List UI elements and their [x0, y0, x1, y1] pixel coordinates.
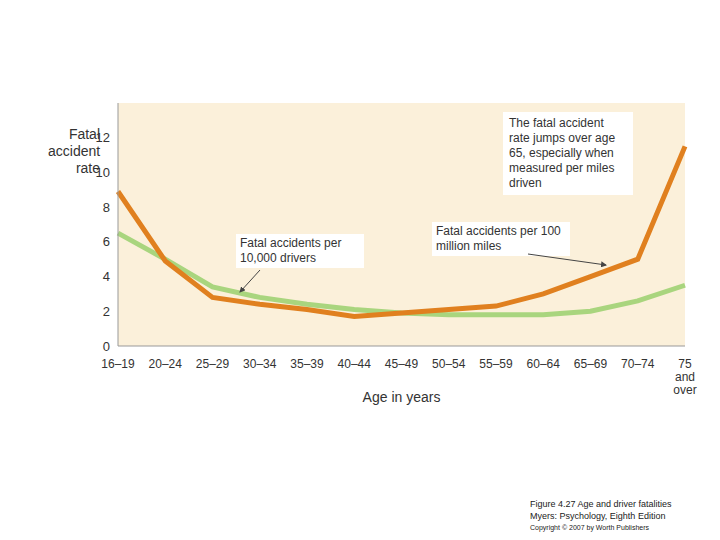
svg-text:65–69: 65–69	[574, 357, 608, 371]
svg-text:25–29: 25–29	[196, 357, 230, 371]
svg-text:4: 4	[103, 269, 110, 284]
svg-text:45–49: 45–49	[385, 357, 419, 371]
svg-text:55–59: 55–59	[479, 357, 513, 371]
svg-text:40–44: 40–44	[338, 357, 372, 371]
svg-text:2: 2	[103, 304, 110, 319]
svg-text:8: 8	[103, 200, 110, 215]
svg-text:30–34: 30–34	[243, 357, 277, 371]
svg-text:16–19: 16–19	[101, 357, 135, 371]
svg-text:20–24: 20–24	[149, 357, 183, 371]
svg-text:70–74: 70–74	[621, 357, 655, 371]
svg-text:6: 6	[103, 234, 110, 249]
svg-text:Age in years: Age in years	[363, 389, 441, 405]
svg-text:60–64: 60–64	[527, 357, 561, 371]
svg-text:0: 0	[103, 339, 110, 354]
svg-text:50–54: 50–54	[432, 357, 466, 371]
svg-text:35–39: 35–39	[290, 357, 324, 371]
svg-text:75andover: 75andover	[673, 357, 696, 397]
